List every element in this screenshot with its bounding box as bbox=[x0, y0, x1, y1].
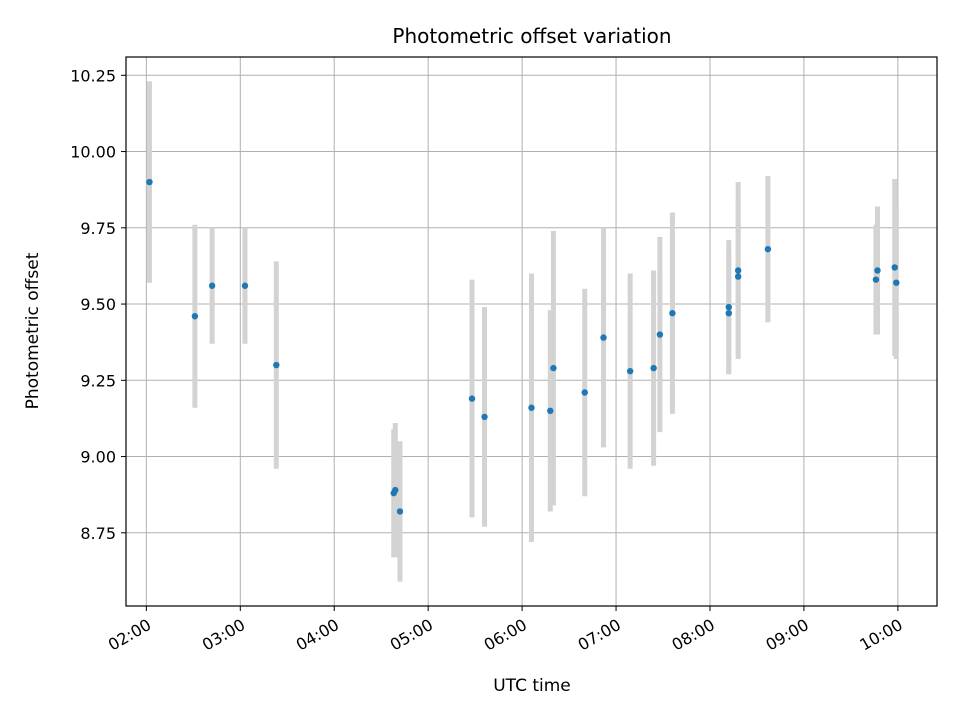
data-point bbox=[528, 404, 535, 411]
data-point bbox=[872, 276, 880, 283]
plot-frame bbox=[125, 56, 938, 607]
y-axis-title: Photometric offset bbox=[23, 252, 43, 409]
y-tick-label: 9.50 bbox=[80, 295, 116, 314]
data-point bbox=[734, 267, 742, 274]
data-point bbox=[764, 245, 772, 253]
data-point bbox=[893, 279, 900, 286]
y-tick-label: 8.75 bbox=[80, 524, 116, 543]
data-point bbox=[396, 508, 404, 515]
data-point bbox=[725, 310, 732, 317]
data-point bbox=[191, 313, 199, 320]
data-point bbox=[669, 310, 676, 317]
y-tick-label: 9.75 bbox=[80, 219, 116, 238]
y-tick-label: 10.25 bbox=[70, 66, 116, 85]
data-point bbox=[273, 361, 280, 369]
data-point bbox=[874, 267, 881, 274]
data-point bbox=[734, 273, 742, 280]
data-point bbox=[208, 282, 216, 289]
y-tick-label: 10.00 bbox=[70, 143, 116, 162]
y-tick-label: 9.00 bbox=[80, 448, 116, 467]
data-point bbox=[146, 178, 153, 186]
data-point bbox=[725, 303, 732, 311]
y-tick-label: 9.25 bbox=[80, 371, 116, 390]
data-point bbox=[241, 282, 249, 289]
chart-title: Photometric offset variation bbox=[392, 24, 671, 48]
x-axis-title: UTC time bbox=[493, 676, 571, 696]
data-points bbox=[146, 178, 900, 515]
data-point bbox=[547, 407, 554, 414]
data-point bbox=[581, 389, 588, 396]
data-point bbox=[481, 413, 488, 421]
data-point bbox=[891, 264, 898, 271]
data-point bbox=[468, 395, 476, 402]
y-axis-ticks: 8.75 9.00 9.25 9.50 9.75 10.00 10.25 bbox=[70, 66, 126, 543]
data-point bbox=[600, 334, 607, 341]
data-point bbox=[392, 486, 399, 494]
data-point bbox=[626, 367, 634, 375]
data-point bbox=[650, 364, 657, 372]
data-point bbox=[656, 331, 664, 338]
data-point bbox=[550, 364, 557, 372]
